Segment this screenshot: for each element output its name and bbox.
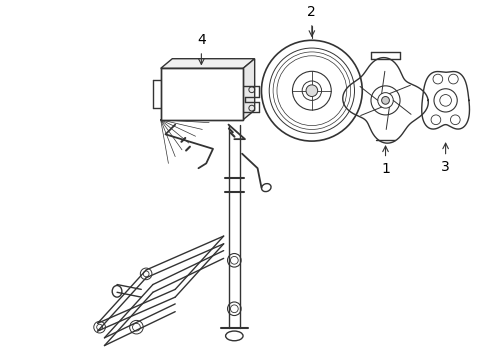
Text: 3: 3 bbox=[440, 161, 449, 175]
Bar bbox=[161, 68, 243, 120]
Text: 4: 4 bbox=[197, 33, 205, 47]
Bar bbox=[161, 68, 243, 120]
Polygon shape bbox=[161, 59, 254, 68]
Polygon shape bbox=[243, 59, 254, 120]
Ellipse shape bbox=[261, 184, 270, 192]
Circle shape bbox=[305, 85, 317, 96]
Circle shape bbox=[381, 96, 388, 104]
Ellipse shape bbox=[225, 331, 243, 341]
Ellipse shape bbox=[112, 285, 122, 297]
Text: 1: 1 bbox=[380, 162, 389, 176]
Text: 2: 2 bbox=[307, 5, 316, 19]
